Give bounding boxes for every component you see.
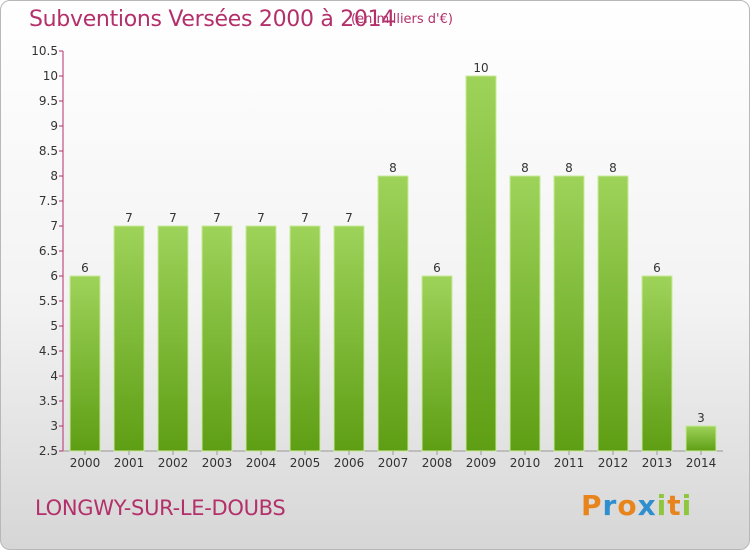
y-tick-label: 8 <box>50 169 58 183</box>
x-tick-label-2005: 2005 <box>290 456 321 470</box>
x-tick-label-2008: 2008 <box>422 456 453 470</box>
x-tick-label-2009: 2009 <box>466 456 497 470</box>
x-tick-label-2013: 2013 <box>642 456 673 470</box>
bar-2001[interactable] <box>113 225 145 452</box>
bar-2014[interactable] <box>685 425 717 452</box>
logo-letter: t <box>667 489 682 522</box>
value-label-2001: 7 <box>125 211 133 225</box>
bar-2008[interactable] <box>421 275 453 452</box>
x-tick-label-2012: 2012 <box>598 456 629 470</box>
y-tick-label: 3 <box>50 419 58 433</box>
y-tick-label: 3.5 <box>39 394 58 408</box>
proxiti-logo[interactable]: Proxiti <box>581 489 692 522</box>
value-labels: 6 7 7 7 7 7 7 8 6 10 8 8 8 6 3 <box>81 61 705 425</box>
value-label-2013: 6 <box>653 261 661 275</box>
value-label-2009: 10 <box>473 61 488 75</box>
bar-2011[interactable] <box>553 175 585 452</box>
value-label-2014: 3 <box>697 411 705 425</box>
logo-letter: o <box>617 489 638 522</box>
x-tick-label-2006: 2006 <box>334 456 365 470</box>
x-tick-label-2000: 2000 <box>70 456 101 470</box>
y-tick-label: 9 <box>50 119 58 133</box>
value-label-2006: 7 <box>345 211 353 225</box>
x-tick-label-2014: 2014 <box>686 456 717 470</box>
y-tick-label: 8.5 <box>39 144 58 158</box>
logo-letter: r <box>602 489 618 522</box>
bar-2004[interactable] <box>245 225 277 452</box>
y-tick-label: 10 <box>43 69 58 83</box>
bar-2012[interactable] <box>597 175 629 452</box>
logo-letter: x <box>637 489 657 522</box>
y-tick-label: 4.5 <box>39 344 58 358</box>
logo-letter: i <box>681 489 693 522</box>
value-label-2010: 8 <box>521 161 529 175</box>
bars <box>69 75 717 452</box>
bar-2000[interactable] <box>69 275 101 452</box>
y-tick-labels: 2.5 3 3.5 4 4.5 5 5.5 6 6.5 7 7.5 8 8.5 9 9.5 10 10.5 <box>31 44 63 458</box>
x-tick-label-2001: 2001 <box>114 456 145 470</box>
x-tick-label-2004: 2004 <box>246 456 277 470</box>
bar-2013[interactable] <box>641 275 673 452</box>
city-name: LONGWY-SUR-LE-DOUBS <box>35 496 286 520</box>
x-tick-labels: 2000 2001 2002 2003 2004 2005 2006 2007 2008 2009… <box>70 451 717 470</box>
bar-2002[interactable] <box>157 225 189 452</box>
logo-letter: P <box>581 489 603 522</box>
value-label-2003: 7 <box>213 211 221 225</box>
y-tick-label: 9.5 <box>39 94 58 108</box>
bar-2007[interactable] <box>377 175 409 452</box>
value-label-2012: 8 <box>609 161 617 175</box>
y-tick-label: 7 <box>50 219 58 233</box>
value-label-2004: 7 <box>257 211 265 225</box>
chart-subtitle: (en milliers d'€) <box>351 12 453 27</box>
bar-2009[interactable] <box>465 75 497 452</box>
y-tick-label: 5 <box>50 319 58 333</box>
value-label-2002: 7 <box>169 211 177 225</box>
bar-2010[interactable] <box>509 175 541 452</box>
y-tick-label: 7.5 <box>39 194 58 208</box>
x-tick-label-2011: 2011 <box>554 456 585 470</box>
y-tick-label: 6 <box>50 269 58 283</box>
value-label-2007: 8 <box>389 161 397 175</box>
bar-2005[interactable] <box>289 225 321 452</box>
x-tick-label-2002: 2002 <box>158 456 189 470</box>
y-tick-label: 6.5 <box>39 244 58 258</box>
y-tick-label: 2.5 <box>39 444 58 458</box>
y-tick-label: 10.5 <box>31 44 58 58</box>
bar-2006[interactable] <box>333 225 365 452</box>
x-tick-label-2010: 2010 <box>510 456 541 470</box>
value-label-2008: 6 <box>433 261 441 275</box>
x-tick-label-2007: 2007 <box>378 456 409 470</box>
value-label-2005: 7 <box>301 211 309 225</box>
y-tick-label: 5.5 <box>39 294 58 308</box>
logo-letter: i <box>656 489 668 522</box>
x-tick-label-2003: 2003 <box>202 456 233 470</box>
value-label-2000: 6 <box>81 261 89 275</box>
value-label-2011: 8 <box>565 161 573 175</box>
bar-2003[interactable] <box>201 225 233 452</box>
y-tick-label: 4 <box>50 369 58 383</box>
chart-title: Subventions Versées 2000 à 2014 <box>29 7 396 32</box>
